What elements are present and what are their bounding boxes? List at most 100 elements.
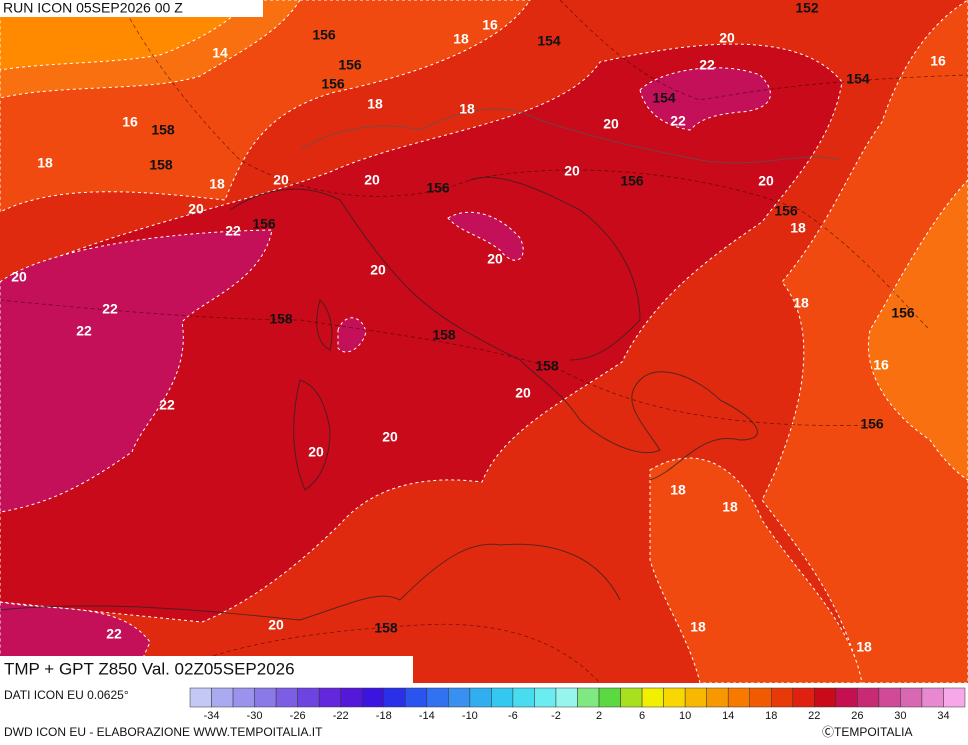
geopotential-isoline [119,0,931,331]
colorbar-swatch [598,687,621,708]
temperature-label: 22 [699,57,715,73]
run-label: RUN ICON 05SEP2026 00 Z [3,0,183,16]
colorbar-tick-label: -14 [419,710,435,722]
colorbar-tick-label: -6 [508,710,518,722]
geopotential-label: 158 [151,122,175,138]
colorbar-tick-label: 10 [679,710,691,722]
colorbar-tick-label: -26 [290,710,306,722]
colorbar-swatch [620,687,643,708]
colorbar-swatch [749,687,772,708]
colorbar-swatch [361,687,385,708]
geopotential-label: 156 [338,57,362,73]
temperature-label: 18 [722,499,738,515]
colorbar-tick-label: -18 [376,710,392,722]
colorbar-swatch [727,687,750,708]
temperature-label: 20 [382,429,398,445]
temperature-label: 20 [370,262,386,278]
temperature-label: 22 [102,301,118,317]
colorbar-swatch [663,687,686,708]
geopotential-label: 156 [321,76,345,92]
temperature-label: 22 [159,397,175,413]
geopotential-isoline [0,299,881,426]
temperature-label: 18 [209,176,225,192]
geopotential-label: 156 [774,203,798,219]
geopotential-label: 156 [620,173,644,189]
colorbar-swatch [921,687,944,708]
temperature-label: 16 [122,114,138,130]
temperature-label: 16 [482,17,498,33]
temperature-label: 20 [273,172,289,188]
colorbar-swatch [512,687,535,708]
geopotential-label: 154 [537,33,561,49]
colorbar-tick-label: 18 [765,710,777,722]
coastline [229,188,758,481]
geopotential-label: 154 [652,90,676,106]
temperature-label: 20 [603,116,619,132]
temperature-label: 18 [453,31,469,47]
temperature-label: 18 [690,619,706,635]
temperature-label: 20 [364,172,380,188]
colorbar-tick-label: 6 [639,710,645,722]
colorbar-tick-label: 14 [722,710,734,722]
temperature-label: 18 [367,96,383,112]
temperature-label: 14 [212,45,228,61]
geopotential-isoline [199,623,601,684]
colorbar-swatch [684,687,707,708]
temperature-label: 20 [268,617,284,633]
colorbar-tick-label: 30 [894,710,906,722]
colorbar-swatch [641,687,664,708]
temperature-label: 20 [188,201,204,217]
temperature-label: 22 [225,223,241,239]
field-east-16-18 [761,0,968,684]
coastline [0,543,621,621]
colorbar-swatch [426,687,449,708]
geopotential-label: 154 [846,71,870,87]
temperature-label: 18 [670,482,686,498]
colorbar-swatch [448,687,471,708]
colorbar-swatch [232,687,255,708]
field-south-16-18 [649,457,863,684]
temperature-label: 20 [564,163,580,179]
temperature-label: 18 [856,639,872,655]
colorbar-swatch [189,687,212,708]
field-22-24-east [639,67,771,131]
title-box [0,656,413,684]
geopotential-label: 158 [269,311,293,327]
geopotential-label: 156 [252,216,276,232]
coastline [316,299,333,351]
field-20-22 [0,43,843,623]
colorbar-swatch [254,687,277,708]
copyright-label: ⒸTEMPOITALIA [822,725,912,739]
colorbar-swatch [318,687,341,708]
colorbar-swatch [706,687,729,708]
geopotential-isoline [559,0,968,101]
coastline [293,379,331,491]
colorbar-swatch [405,687,428,708]
geopotential-label: 156 [312,27,336,43]
colorbar-swatch [469,687,492,708]
temperature-label: 18 [459,101,475,117]
colorbar-swatch [943,687,966,708]
geopotential-label: 156 [891,305,915,321]
coastline [469,176,641,361]
colorbar: -34 -30 -26 -22 -18 -14 -10 -6 -2 2 6 10 14 18 22 26 30 3… [189,687,966,722]
colorbar-tick-label: -34 [204,710,220,722]
run-box [0,0,263,17]
source-label: DATI ICON EU 0.0625° [4,688,129,702]
geopotential-label: 158 [149,157,173,173]
colorbar-swatch [878,687,901,708]
temperature-label: 16 [930,53,946,69]
geopotential-label: 156 [860,416,884,432]
colorbar-swatch [814,687,837,708]
colorbar-swatch [857,687,880,708]
colorbar-swatch [900,687,923,708]
temperature-label: 20 [719,30,735,46]
colorbar-swatch [792,687,815,708]
temperature-label: 18 [790,220,806,236]
geopotential-label: 158 [535,358,559,374]
temperature-label: 20 [487,251,503,267]
map-background [0,0,968,684]
colorbar-swatch [534,687,557,708]
